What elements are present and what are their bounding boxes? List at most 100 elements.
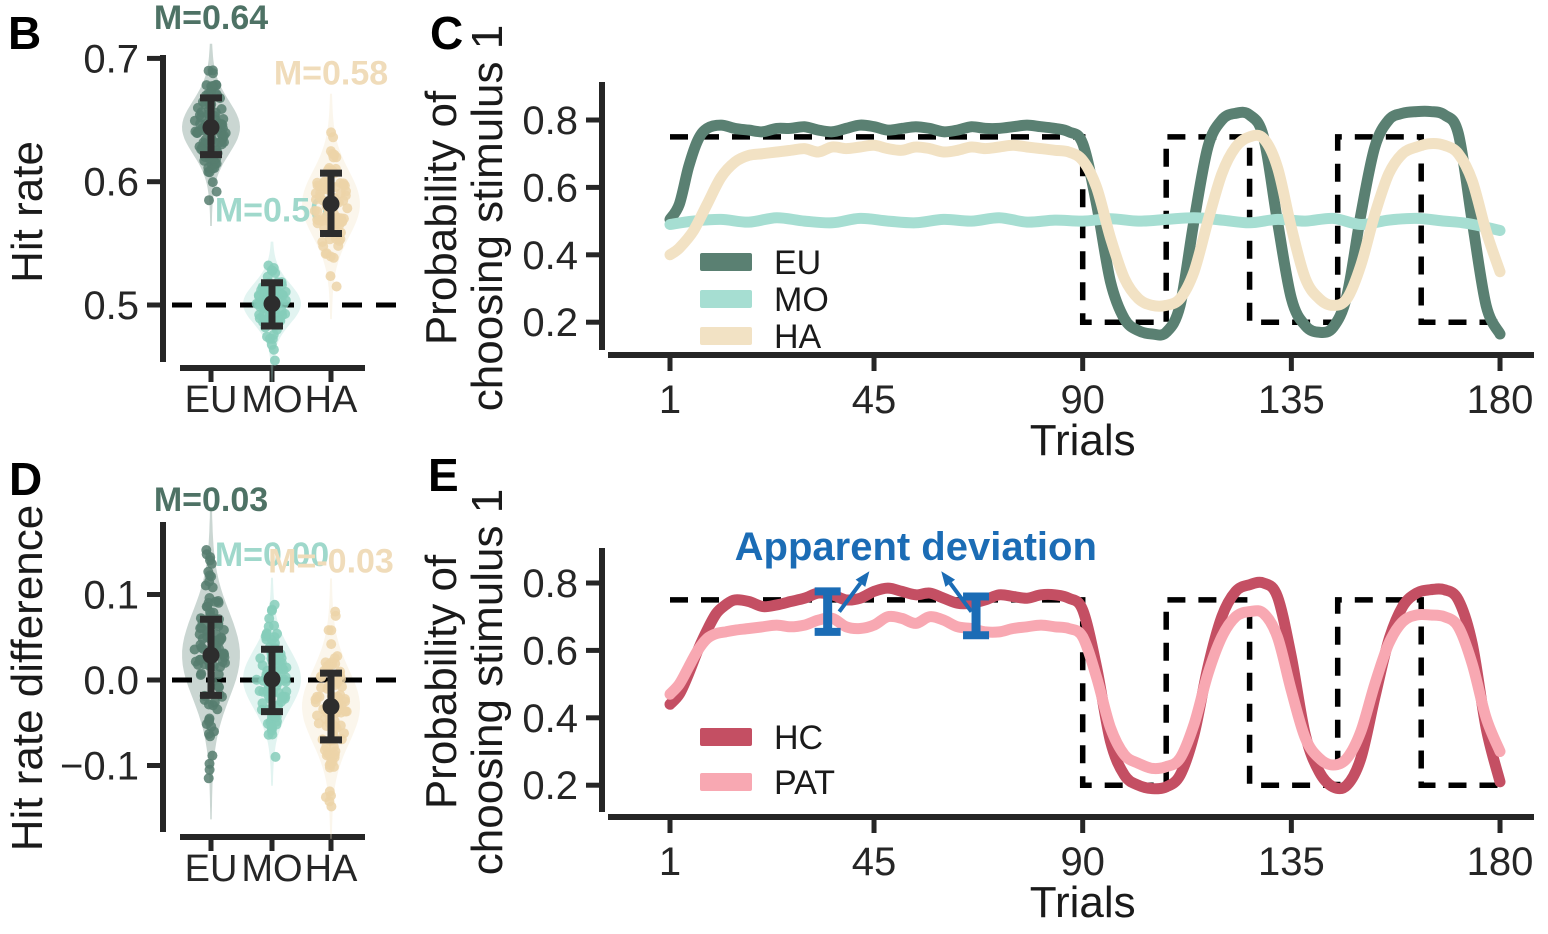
data-point — [328, 152, 339, 163]
legend-swatch-hc — [700, 728, 752, 746]
data-point — [218, 130, 229, 141]
mean-label-ha: M=0.58 — [274, 55, 388, 93]
data-point — [280, 295, 291, 306]
data-point — [341, 706, 352, 717]
data-point — [269, 632, 280, 643]
x-tick-label: 45 — [852, 840, 897, 884]
legend-label-eu: EU — [774, 244, 821, 282]
data-point — [253, 290, 264, 301]
panel-d-hit-rate-difference-violin-chart: Hit rate difference −0.1 0.0 0.1 EU MO HA M=0.0… — [3, 481, 400, 890]
panel-letter-e: E — [428, 449, 459, 501]
legend-swatch-ha — [700, 327, 752, 345]
y-tick-label: 0.4 — [522, 697, 578, 741]
legend-swatch-pat — [700, 773, 752, 791]
data-point — [205, 555, 215, 566]
data-point — [269, 355, 280, 366]
y-axis-label: Hit rate difference — [3, 505, 52, 851]
data-point — [218, 114, 229, 124]
legend-label-ha: HA — [774, 318, 822, 356]
data-point — [196, 642, 207, 653]
data-point — [309, 205, 320, 216]
data-point — [264, 613, 275, 624]
data-point — [263, 260, 274, 271]
legend-swatch-mo — [700, 290, 752, 308]
y-axis-label: Probability ofchoosing stimulus 1 — [420, 489, 512, 875]
y-tick-label: 0.2 — [522, 301, 578, 345]
data-point — [325, 251, 336, 262]
data-point — [330, 606, 341, 617]
x-axis-label: Trials — [1030, 878, 1136, 927]
data-point — [318, 241, 329, 252]
data-point — [339, 728, 349, 739]
y-tick-label: 0.1 — [83, 574, 139, 618]
data-point — [203, 773, 214, 784]
x-tick-label: 135 — [1258, 840, 1325, 884]
x-tick-label: 180 — [1467, 840, 1534, 884]
category-label-ha: HA — [305, 848, 358, 890]
y-tick-label: 0.6 — [83, 161, 139, 205]
deviation-bar — [963, 592, 990, 640]
x-tick-label: 1 — [659, 378, 681, 422]
data-point — [215, 662, 226, 672]
data-point — [317, 214, 328, 225]
data-point — [310, 697, 321, 708]
data-point — [213, 681, 224, 692]
data-point — [323, 662, 334, 673]
y-tick-label: 0.0 — [83, 659, 139, 703]
legend-label-mo: MO — [774, 281, 829, 319]
data-point — [190, 126, 201, 137]
y-axis-label: Hit rate — [3, 141, 52, 283]
data-point — [204, 714, 215, 725]
annotation-arrow — [941, 571, 974, 613]
series-line-hc — [664, 576, 1506, 795]
data-point — [219, 649, 229, 660]
errorbar-eu — [200, 94, 222, 159]
data-point — [330, 746, 341, 757]
legend-swatch-eu — [700, 253, 752, 271]
data-point — [211, 186, 222, 197]
mean-label-eu: M=0.64 — [154, 0, 268, 37]
x-tick-label: 180 — [1467, 378, 1534, 422]
y-tick-label: 0.8 — [522, 562, 578, 606]
data-point — [204, 764, 215, 775]
panel-e-probability-line-chart: Probability ofchoosing stimulus 1 0.2 0.4 0… — [420, 489, 1534, 927]
data-point — [313, 718, 324, 729]
x-tick-label: 135 — [1258, 378, 1325, 422]
data-point — [328, 132, 339, 143]
deviation-bar — [814, 587, 841, 636]
data-point — [213, 621, 224, 631]
data-point — [269, 620, 280, 631]
mean-label-ha: M=-0.03 — [268, 543, 394, 581]
data-point — [259, 314, 270, 325]
x-axis-label: Trials — [1030, 416, 1136, 462]
errorbar-ha — [320, 169, 342, 237]
category-label-mo: MO — [241, 848, 302, 890]
data-point — [209, 163, 220, 174]
data-point — [281, 662, 292, 673]
data-point — [312, 710, 322, 721]
data-point — [207, 582, 218, 593]
errorbar-eu — [200, 615, 222, 699]
data-point — [257, 660, 268, 671]
annotation-arrow — [837, 571, 870, 613]
data-point — [195, 670, 206, 680]
category-label-eu: EU — [185, 848, 238, 890]
data-point — [263, 729, 274, 740]
data-point — [321, 742, 332, 752]
series-line-ha — [664, 129, 1506, 312]
data-point — [327, 757, 338, 768]
category-label-eu: EU — [185, 379, 238, 421]
series-line-eu — [664, 105, 1506, 341]
data-point — [325, 271, 336, 282]
data-point — [208, 68, 218, 79]
errorbar-mo — [261, 645, 283, 716]
x-tick-label: 90 — [1060, 378, 1105, 422]
y-tick-label: −0.1 — [60, 745, 139, 789]
panel-letter-b: B — [8, 7, 42, 59]
data-point — [320, 792, 331, 803]
mean-label-mo: M=0.00 — [215, 536, 329, 574]
data-point — [340, 190, 351, 201]
annotation-apparent-deviation: Apparent deviation — [735, 525, 1097, 569]
